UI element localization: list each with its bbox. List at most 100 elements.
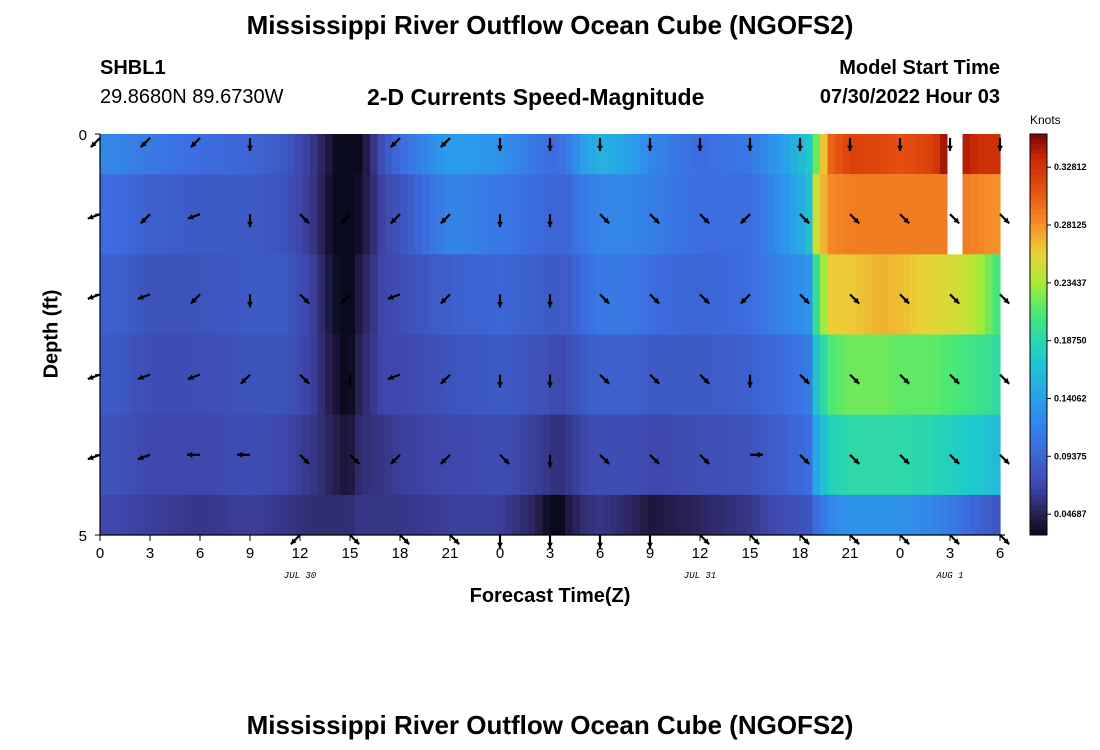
- current-vector: [899, 373, 910, 385]
- heatmap-cell: [145, 494, 154, 536]
- heatmap-cell: [467, 334, 476, 415]
- heatmap-cell: [197, 174, 206, 255]
- heatmap-cell: [242, 134, 251, 175]
- heatmap-cell: [347, 254, 356, 335]
- heatmap-cell: [737, 254, 746, 335]
- heatmap-cell: [962, 254, 971, 335]
- heatmap-cell: [947, 494, 956, 536]
- heatmap-cell: [662, 174, 671, 255]
- heatmap-cell: [422, 414, 431, 496]
- heatmap-cell: [167, 174, 176, 255]
- current-vector: [547, 294, 553, 308]
- heatmap-cell: [932, 494, 941, 536]
- heatmap-cell: [857, 334, 866, 415]
- colorbar-swatch: [1030, 229, 1047, 235]
- heatmap-cell: [730, 494, 739, 536]
- colorbar-swatch: [1030, 424, 1047, 431]
- current-vector: [187, 451, 200, 458]
- heatmap-cell: [880, 334, 889, 415]
- heatmap-cell: [347, 494, 356, 536]
- heatmap-cell: [220, 334, 229, 415]
- heatmap-cell: [550, 334, 559, 415]
- current-vector: [347, 374, 353, 388]
- heatmap-cell: [752, 254, 761, 335]
- heatmap-cell: [880, 174, 889, 255]
- heatmap-cell: [550, 494, 559, 536]
- heatmap-cell: [415, 174, 424, 255]
- heatmap-cell: [625, 414, 634, 496]
- heatmap-cell: [550, 414, 559, 496]
- heatmap-cell: [902, 334, 911, 415]
- heatmap-cell: [235, 254, 244, 335]
- heatmap-cell: [805, 334, 814, 415]
- heatmap-cell: [317, 334, 326, 415]
- heatmap-cell: [355, 414, 364, 496]
- heatmap-cell: [782, 254, 791, 335]
- colorbar-swatch: [1030, 394, 1047, 401]
- current-vector: [390, 454, 401, 465]
- heatmap-cell: [715, 254, 724, 335]
- heatmap-cell: [970, 414, 979, 496]
- heatmap-cell: [452, 254, 461, 335]
- heatmap-cell: [490, 134, 499, 175]
- model-start-label: Model Start Time: [839, 57, 1000, 79]
- colorbar-swatch: [1030, 399, 1047, 406]
- heatmap-cell: [752, 494, 761, 536]
- heatmap-cell: [962, 134, 971, 175]
- heatmap-cell: [865, 334, 874, 415]
- heatmap-cell: [400, 254, 409, 335]
- heatmap-cell: [527, 134, 536, 175]
- heatmap-cell: [467, 254, 476, 335]
- heatmap-cell: [722, 334, 731, 415]
- current-vector: [749, 534, 760, 545]
- colorbar-tick-label: 0.04687: [1054, 509, 1087, 519]
- colorbar-swatch: [1030, 259, 1047, 265]
- heatmap-cell: [182, 494, 191, 536]
- heatmap-cell: [827, 494, 836, 536]
- heatmap-cell: [152, 414, 161, 496]
- heatmap-cell: [782, 414, 791, 496]
- heatmap-cell: [617, 334, 626, 415]
- colorbar-swatch: [1030, 159, 1047, 165]
- heatmap-cell: [722, 414, 731, 496]
- current-vector: [547, 138, 553, 151]
- heatmap-cell: [820, 174, 829, 255]
- heatmap-cell: [295, 134, 304, 175]
- x-tick-label: 15: [742, 545, 759, 562]
- current-vector: [849, 293, 860, 305]
- heatmap-cell: [730, 334, 739, 415]
- colorbar-swatch: [1030, 234, 1047, 240]
- heatmap-cell: [917, 134, 926, 175]
- heatmap-cell: [400, 174, 409, 255]
- heatmap-cell: [550, 174, 559, 255]
- heatmap-cell: [542, 254, 551, 335]
- heatmap-cell: [130, 334, 139, 415]
- heatmap-cell: [685, 494, 694, 536]
- heatmap-cell: [302, 174, 311, 255]
- heatmap-cell: [685, 174, 694, 255]
- heatmap-cell: [542, 494, 551, 536]
- heatmap-cell: [227, 134, 236, 175]
- heatmap-cell: [490, 174, 499, 255]
- heatmap-cell: [872, 414, 881, 496]
- heatmap-cell: [925, 414, 934, 496]
- heatmap-cell: [760, 414, 769, 496]
- colorbar-swatch: [1030, 179, 1047, 185]
- heatmap-cell: [340, 174, 349, 255]
- x-tick-label: 6: [196, 545, 204, 562]
- heatmap-cell: [482, 334, 491, 415]
- heatmap-cell: [167, 414, 176, 496]
- heatmap-cell: [820, 494, 829, 536]
- current-vector: [740, 213, 751, 225]
- heatmap-cell: [955, 254, 964, 335]
- heatmap-cell: [490, 254, 499, 335]
- colorbar-swatch: [1030, 239, 1047, 245]
- heatmap-cell: [707, 134, 716, 175]
- heatmap-cell: [977, 494, 986, 536]
- heatmap-cell: [512, 494, 521, 536]
- heatmap-cell: [970, 334, 979, 415]
- heatmap-cell: [910, 414, 919, 496]
- current-vector: [340, 213, 351, 225]
- colorbar-swatch: [1030, 144, 1047, 150]
- heatmap-cell: [332, 174, 341, 255]
